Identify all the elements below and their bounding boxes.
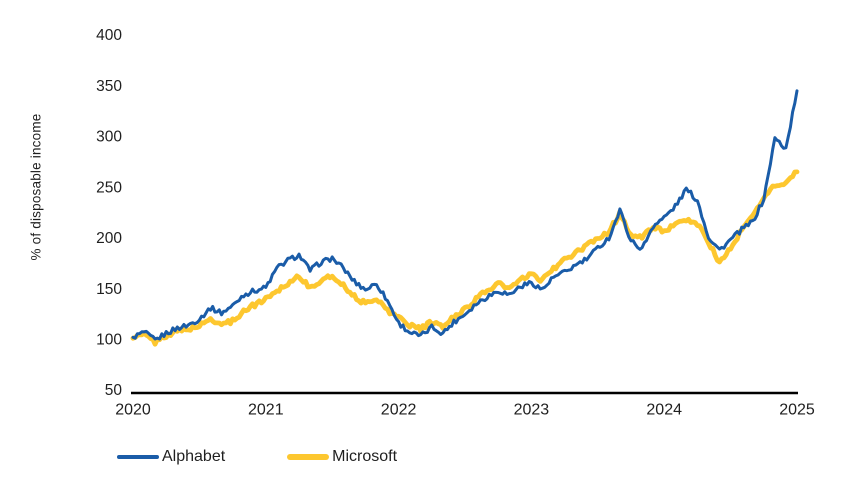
x-tick-label: 2022 [381,402,417,419]
legend: Alphabet Microsoft [117,448,397,466]
microsoft-line-swatch [287,454,330,460]
alphabet-line-swatch [117,455,159,459]
y-tick-label: 50 [105,382,123,399]
y-axis-title: % of disposable income [28,113,44,261]
legend-label-microsoft: Microsoft [332,448,398,465]
microsoft-line [130,169,800,347]
legend-item-alphabet: Alphabet [117,448,225,466]
x-tick-label: 2023 [514,402,550,419]
y-tick-label: 350 [96,78,122,95]
x-tick-label: 2021 [248,402,284,419]
y-tick-label: 300 [96,129,122,146]
y-tick-label: 400 [96,27,122,44]
x-tick-label: 2025 [779,402,815,419]
y-tick-label: 150 [96,281,122,298]
y-tick-label: 250 [96,179,122,196]
legend-item-microsoft: Microsoft [287,448,397,466]
x-tick-label: 2020 [115,402,151,419]
y-tick-label: 200 [96,230,122,247]
y-tick-label: 100 [96,331,122,348]
x-tick-label: 2024 [646,402,682,419]
alphabet-line [131,89,799,341]
legend-label-alphabet: Alphabet [162,448,226,465]
